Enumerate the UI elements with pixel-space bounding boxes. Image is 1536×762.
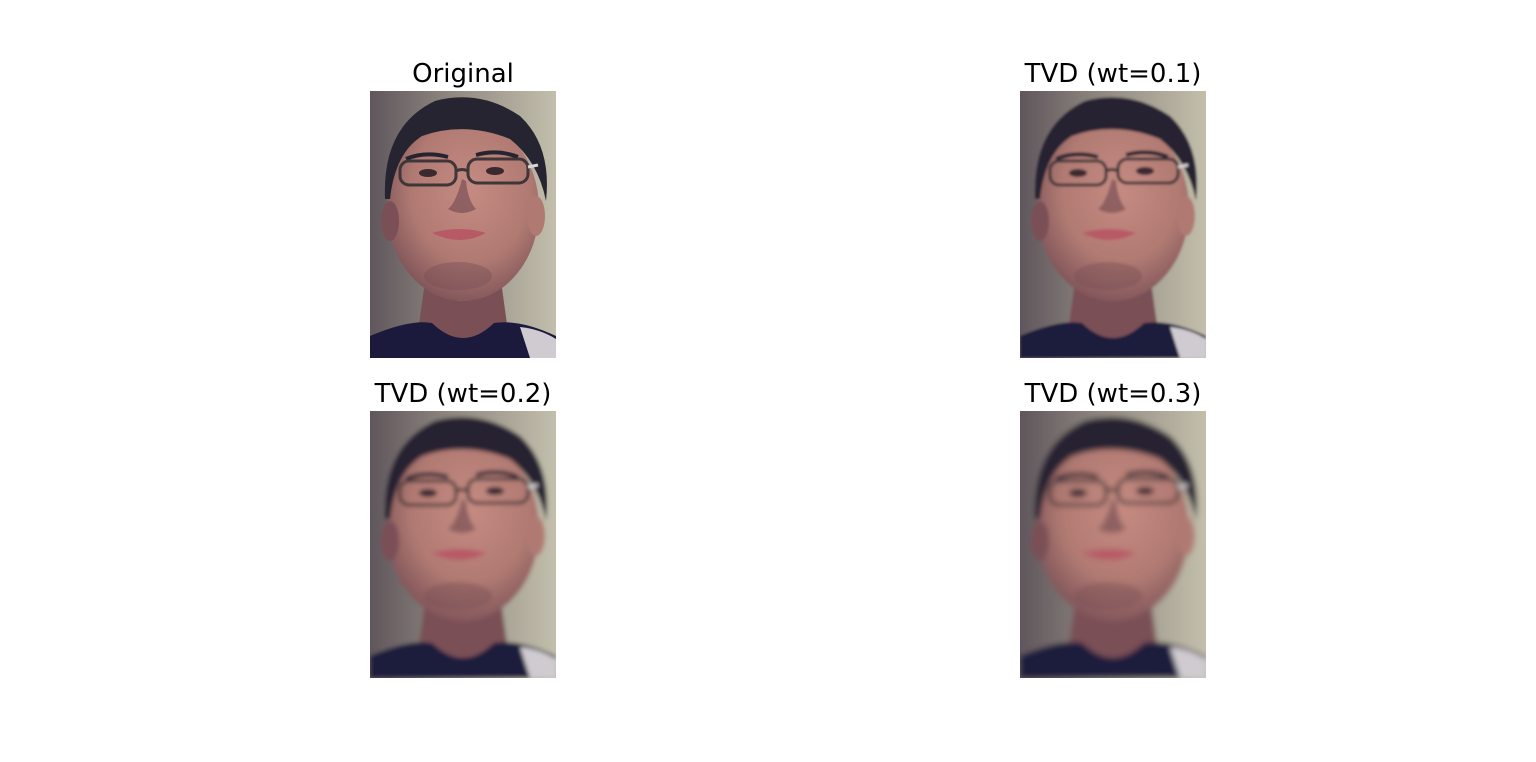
panel-title: TVD (wt=0.2): [374, 379, 552, 409]
panel-title: TVD (wt=0.3): [1024, 379, 1202, 409]
face-photo-tvd-0-1: [1020, 91, 1206, 358]
face-image: [370, 91, 556, 358]
face-image: [1020, 91, 1206, 358]
face-photo-tvd-0-2: [370, 411, 556, 678]
face-photo-tvd-0-3: [1020, 411, 1206, 678]
face-photo-original: [370, 91, 556, 358]
face-image: [370, 411, 556, 678]
panel-title: Original: [412, 59, 514, 89]
panel-title: TVD (wt=0.1): [1024, 59, 1202, 89]
face-image: [1020, 411, 1206, 678]
